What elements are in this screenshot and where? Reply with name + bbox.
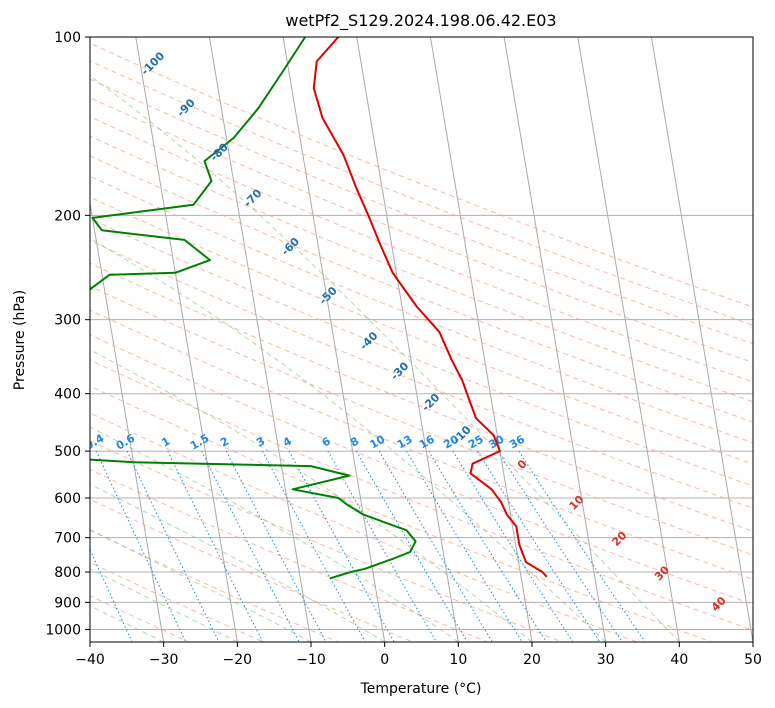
mixing-ratio-line [452, 450, 574, 642]
dry-adiabat [90, 116, 753, 383]
dry-adiabat [90, 218, 753, 487]
chart-title: wetPf2_S129.2024.198.06.42.E03 [285, 11, 556, 31]
y-tick-label: 1000 [45, 622, 81, 638]
isotherm-line [650, 37, 753, 642]
y-tick-label: 800 [54, 565, 81, 581]
isotherm-line [503, 37, 607, 642]
mixing-ratio-line [518, 450, 646, 642]
x-tick-label: 30 [597, 652, 615, 668]
isotherm-line [90, 200, 165, 642]
moist-adiabat [90, 529, 312, 642]
dry-adiabats [90, 42, 753, 642]
x-axis-label: Temperature (°C) [360, 681, 482, 697]
mixing-ratio-line [356, 450, 468, 642]
x-tick-label: 50 [744, 652, 762, 668]
y-axis-label: Pressure (hPa) [12, 290, 28, 390]
dry-adiabat [90, 595, 190, 642]
mixing-ratio-line [126, 450, 220, 642]
isotherm-line [429, 37, 533, 642]
mixing-ratio-line [201, 450, 300, 642]
moist-adiabat [90, 568, 238, 642]
skewed-isotherms [90, 37, 753, 642]
y-tick-label: 900 [54, 595, 81, 611]
y-tick-label: 500 [54, 444, 81, 460]
dry-adiabat [90, 262, 753, 532]
dry-adiabat [90, 334, 753, 605]
isotherm-line [135, 37, 238, 642]
isotherm-line [282, 37, 386, 642]
dry-adiabat [90, 155, 753, 423]
x-tick-label: 40 [670, 652, 688, 668]
x-tick-label: −10 [296, 652, 326, 668]
x-tick-label: −40 [75, 652, 105, 668]
mixing-ratio-line [225, 450, 327, 642]
y-tick-label: 200 [54, 208, 81, 224]
x-axis-ticks: −40 −30 −20 −10 0 10 20 30 40 50 [75, 642, 762, 668]
mixing-ratio-line [327, 450, 437, 642]
moist-adiabat [90, 426, 459, 642]
dry-adiabat [90, 309, 753, 580]
moist-adiabat [90, 75, 680, 642]
y-tick-label: 600 [54, 491, 81, 507]
y-tick-label: 700 [54, 531, 81, 547]
dry-adiabat [90, 385, 712, 642]
dry-adiabat [90, 42, 753, 308]
mixing-ratio-line [477, 450, 601, 642]
dewpoint-profile-line [90, 37, 417, 580]
x-tick-label: −20 [223, 652, 253, 668]
moist-adiabat [90, 483, 385, 642]
moist-adiabats [90, 75, 680, 642]
dry-adiabat [90, 135, 753, 403]
dry-adiabat [90, 440, 563, 642]
y-axis-ticks: 100 200 300 400 500 600 700 800 900 1000 [45, 30, 90, 638]
dry-adiabat [90, 240, 753, 509]
moist-adiabat [90, 349, 533, 642]
y-tick-label: 100 [54, 30, 81, 46]
isotherm-line [577, 37, 680, 642]
dry-adiabat [90, 60, 753, 326]
mixing-ratio-line [288, 450, 395, 642]
mixing-ratio-line [428, 450, 547, 642]
pressure-gridlines [90, 37, 753, 630]
mixing-ratio-line [262, 450, 366, 642]
mixing-ratio-line [95, 450, 187, 642]
x-tick-label: 0 [380, 652, 389, 668]
x-tick-label: 20 [523, 652, 541, 668]
x-tick-label: 10 [449, 652, 467, 668]
y-tick-label: 400 [54, 387, 81, 403]
dry-adiabat [90, 561, 264, 642]
profile-series [90, 37, 548, 580]
mixing-ratio-line [167, 450, 264, 642]
dry-adiabat [90, 412, 638, 642]
plot-frame [89, 36, 754, 643]
isotherm-line [356, 37, 459, 642]
dry-adiabat [90, 359, 753, 631]
temperature-profile-line [312, 37, 548, 578]
x-tick-label: −30 [149, 652, 179, 668]
y-tick-label: 300 [54, 313, 81, 329]
